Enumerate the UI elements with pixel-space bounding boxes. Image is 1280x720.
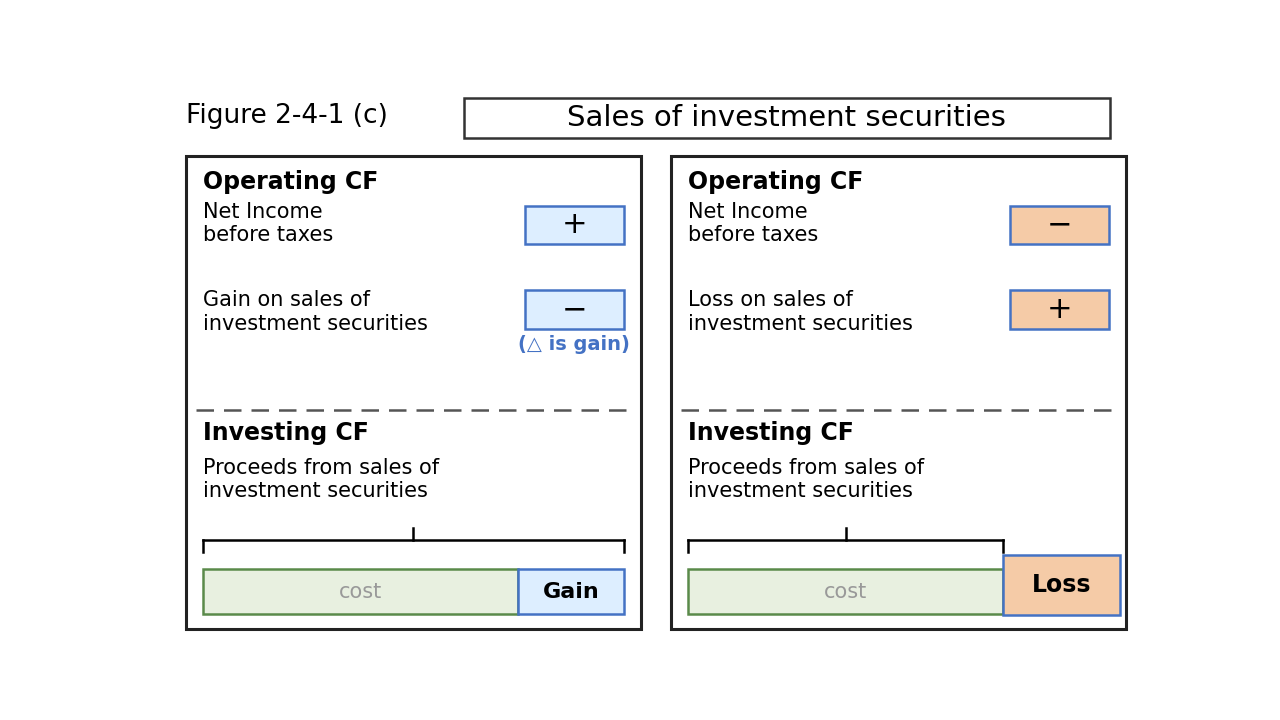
Text: Gain on sales of
investment securities: Gain on sales of investment securities <box>204 290 428 333</box>
Text: cost: cost <box>824 582 868 601</box>
Text: Net Income
before taxes: Net Income before taxes <box>689 202 819 245</box>
Text: Loss on sales of
investment securities: Loss on sales of investment securities <box>689 290 913 333</box>
Bar <box>518 570 623 614</box>
Bar <box>1010 206 1108 244</box>
Text: Loss: Loss <box>1032 573 1091 598</box>
Text: Net Income
before taxes: Net Income before taxes <box>204 202 334 245</box>
Bar <box>204 570 518 614</box>
Text: cost: cost <box>339 582 383 601</box>
Text: +: + <box>1047 295 1073 324</box>
Text: (△ is gain): (△ is gain) <box>518 335 630 354</box>
Text: Operating CF: Operating CF <box>204 169 379 194</box>
Bar <box>1004 555 1120 616</box>
Text: Investing CF: Investing CF <box>204 420 369 444</box>
Text: Operating CF: Operating CF <box>689 169 864 194</box>
Text: Sales of investment securities: Sales of investment securities <box>567 104 1006 132</box>
Text: Proceeds from sales of
investment securities: Proceeds from sales of investment securi… <box>204 457 439 500</box>
Text: Figure 2-4-1 (c): Figure 2-4-1 (c) <box>187 104 388 130</box>
Bar <box>187 156 640 629</box>
Text: Proceeds from sales of
investment securities: Proceeds from sales of investment securi… <box>689 457 924 500</box>
Bar <box>1010 290 1108 329</box>
Text: Investing CF: Investing CF <box>689 420 854 444</box>
Bar <box>525 206 623 244</box>
Bar <box>689 570 1004 614</box>
Text: Gain: Gain <box>543 582 599 601</box>
Text: −: − <box>562 295 588 324</box>
Bar <box>525 290 623 329</box>
Bar <box>463 98 1110 138</box>
Bar <box>672 156 1125 629</box>
Text: −: − <box>1047 210 1073 240</box>
Text: +: + <box>562 210 588 240</box>
